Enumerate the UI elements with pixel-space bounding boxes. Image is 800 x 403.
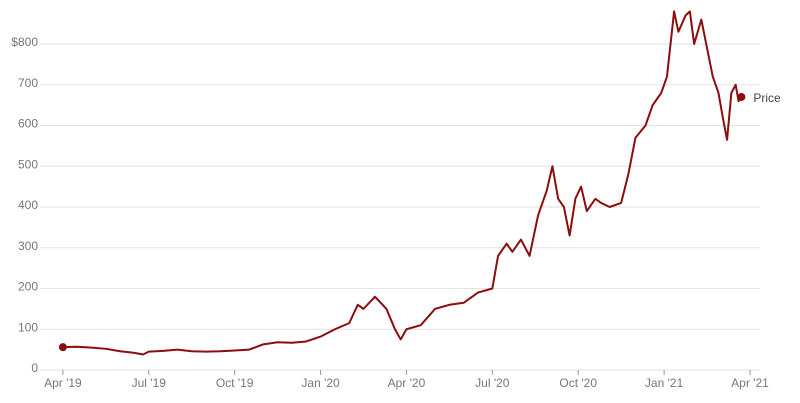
x-tick-label: Apr '19: [44, 376, 82, 390]
y-tick-label: $800: [11, 35, 38, 49]
y-tick-label: 700: [18, 76, 38, 90]
x-tick-label: Jan '21: [645, 376, 684, 390]
x-tick-label: Oct '20: [559, 376, 597, 390]
series-label: Price: [753, 91, 781, 105]
end-dot: [737, 92, 746, 101]
x-tick-label: Apr '20: [388, 376, 426, 390]
y-tick-label: 0: [31, 361, 38, 375]
y-tick-label: 100: [18, 320, 38, 334]
x-tick-label: Jan '20: [301, 376, 340, 390]
y-tick-label: 200: [18, 280, 38, 294]
y-tick-label: 400: [18, 198, 38, 212]
x-tick-label: Jul '20: [475, 376, 510, 390]
x-tick-label: Jul '19: [132, 376, 167, 390]
y-tick-label: 300: [18, 239, 38, 253]
x-tick-label: Oct '19: [216, 376, 254, 390]
price-line: [62, 10, 743, 356]
end-dot: [58, 343, 67, 352]
y-tick-label: 500: [18, 157, 38, 171]
x-tick-label: Apr '21: [731, 376, 769, 390]
y-tick-label: 600: [18, 117, 38, 131]
